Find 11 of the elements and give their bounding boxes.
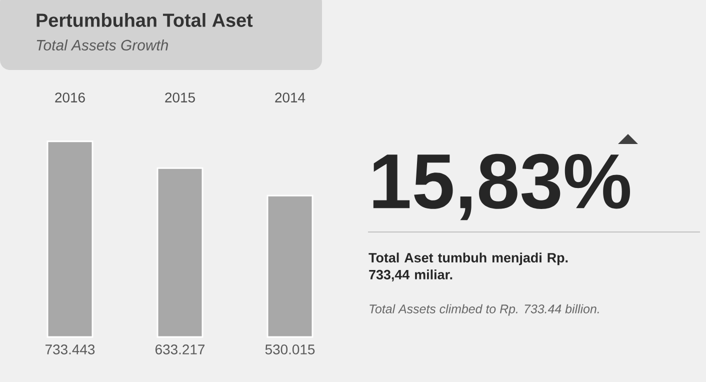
- x-tick-label: 2014: [275, 92, 306, 102]
- chart-subtitle: Total Assets Growth: [36, 40, 168, 50]
- data-label: 633.217: [155, 344, 205, 354]
- x-tick-label: 2016: [55, 92, 85, 102]
- data-label: 530.015: [265, 344, 315, 354]
- data-label: 733.443: [46, 344, 95, 354]
- x-tick-label: 2015: [165, 92, 195, 102]
- chart-title: Pertumbuhan Total Aset: [36, 13, 253, 27]
- text: Total Assets climbed to Rp. 733.44 billion.: [370, 304, 599, 316]
- text: 15,83%: [373, 154, 630, 220]
- text: Total Aset tumbuh menjadi Rp. 733,44 miliar.: [368, 252, 568, 282]
